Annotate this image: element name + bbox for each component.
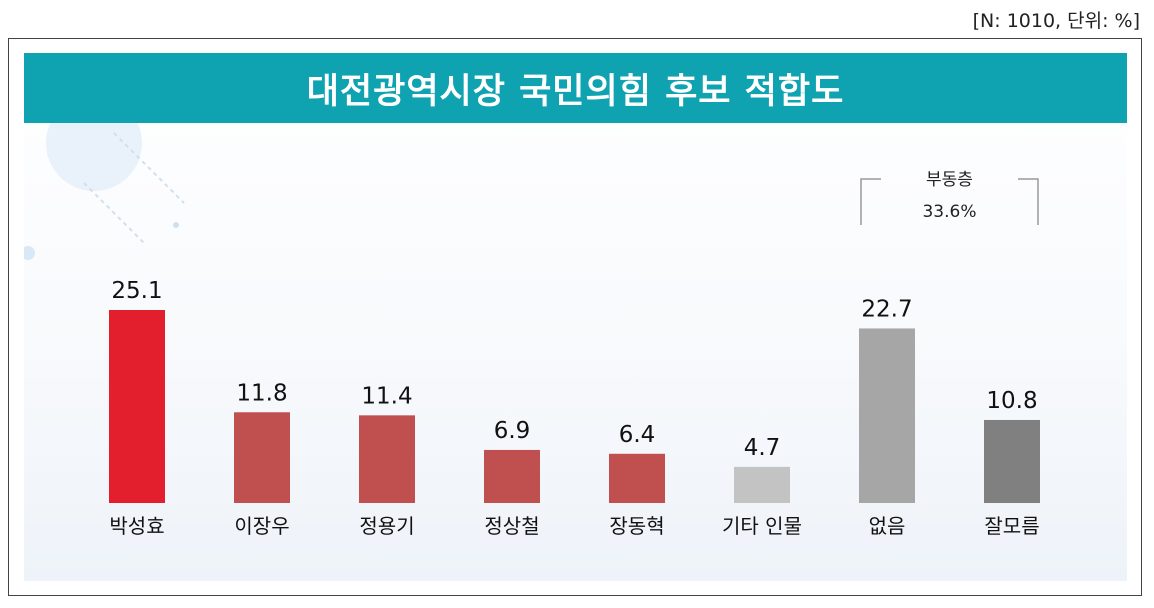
undecided-label: 부동층 bbox=[926, 170, 973, 190]
bar bbox=[234, 412, 290, 503]
category-label: 없음 bbox=[869, 514, 906, 538]
decor-line bbox=[113, 132, 185, 204]
category-label: 장동혁 bbox=[609, 514, 664, 538]
bar bbox=[484, 449, 540, 503]
category-label: 기타 인물 bbox=[722, 514, 802, 538]
category-label: 정상철 bbox=[484, 514, 539, 538]
category-label: 잘모름 bbox=[984, 514, 1039, 538]
bracket-left bbox=[860, 178, 881, 225]
bar-value-label: 22.7 bbox=[861, 296, 912, 322]
category-label: 이장우 bbox=[234, 514, 289, 538]
undecided-value: 33.6% bbox=[922, 202, 976, 222]
bar-value-label: 11.8 bbox=[236, 380, 287, 406]
undecided-annotation: 부동층 33.6% bbox=[860, 170, 1039, 225]
bar bbox=[359, 415, 415, 503]
category-label: 박성효 bbox=[109, 514, 164, 538]
decor-dot bbox=[24, 246, 35, 260]
bar bbox=[109, 310, 165, 503]
bar-value-label: 6.9 bbox=[494, 418, 531, 444]
decor-circle bbox=[46, 123, 142, 191]
bar-value-label: 10.8 bbox=[986, 388, 1037, 414]
bar-chart: 25.1 박성효 11.8 이장우 11.4 정용기 6.9 정상철 6.4 장동혁 4.7 기타 인… bbox=[109, 170, 1040, 538]
decor-line bbox=[83, 182, 145, 244]
decor-dot bbox=[173, 222, 179, 228]
bar bbox=[859, 328, 915, 503]
bar-value-label: 4.7 bbox=[744, 435, 781, 461]
bar-value-label: 25.1 bbox=[111, 278, 162, 304]
background-decoration bbox=[24, 123, 185, 260]
bar bbox=[609, 453, 665, 503]
category-label: 정용기 bbox=[359, 514, 414, 538]
chart-frame: 대전광역시장 국민의힘 후보 적합도 25.1 박성효 11.8 이장우 11.4 정용기… bbox=[8, 38, 1142, 596]
bars-layer: 25.1 박성효 11.8 이장우 11.4 정용기 6.9 정상철 6.4 장동혁 4.7 기타 인… bbox=[109, 278, 1040, 538]
bar bbox=[984, 419, 1040, 503]
title-bar: 대전광역시장 국민의힘 후보 적합도 bbox=[24, 53, 1127, 123]
bracket-right bbox=[1018, 178, 1039, 225]
bar-value-label: 6.4 bbox=[619, 422, 656, 448]
bar bbox=[734, 466, 790, 503]
sample-unit-note: [N: 1010, 단위: %] bbox=[972, 10, 1140, 32]
bar-value-label: 11.4 bbox=[361, 383, 412, 409]
chart-panel: 대전광역시장 국민의힘 후보 적합도 25.1 박성효 11.8 이장우 11.4 정용기… bbox=[24, 53, 1127, 581]
chart-title: 대전광역시장 국민의힘 후보 적합도 bbox=[306, 71, 845, 112]
